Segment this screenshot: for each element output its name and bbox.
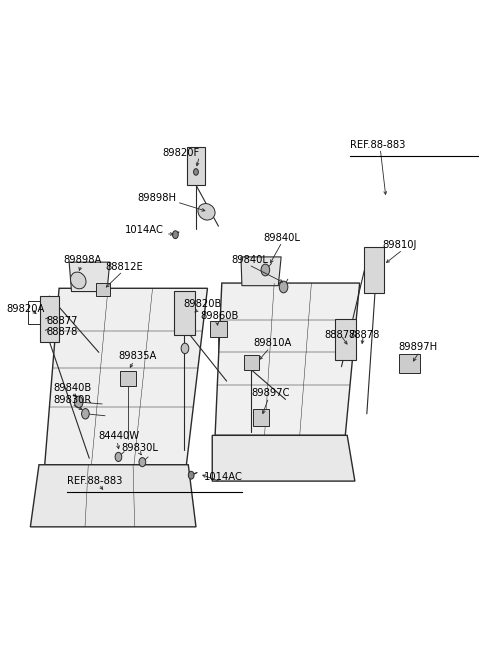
Circle shape (115, 453, 122, 462)
Text: 89820F: 89820F (162, 147, 199, 158)
Text: 1014AC: 1014AC (124, 225, 163, 234)
Text: 88812E: 88812E (105, 262, 143, 272)
Polygon shape (30, 465, 196, 527)
Text: 89897C: 89897C (252, 388, 290, 398)
Text: 89830R: 89830R (53, 394, 92, 405)
Bar (335, 319, 356, 360)
Circle shape (139, 458, 146, 467)
Bar (364, 247, 384, 293)
Text: 89860B: 89860B (201, 311, 239, 321)
Text: 89810J: 89810J (383, 240, 417, 250)
Circle shape (279, 281, 288, 293)
Ellipse shape (198, 204, 215, 220)
Polygon shape (215, 283, 360, 436)
Polygon shape (69, 262, 110, 291)
Bar (399, 354, 420, 373)
Polygon shape (212, 436, 355, 481)
Text: 89898H: 89898H (138, 193, 177, 203)
Polygon shape (241, 257, 281, 286)
Bar (187, 147, 204, 185)
Circle shape (261, 264, 270, 276)
Text: 84440W: 84440W (99, 431, 140, 441)
Text: 88878: 88878 (46, 327, 78, 337)
Polygon shape (45, 288, 207, 465)
Circle shape (193, 169, 198, 175)
Text: 89820B: 89820B (183, 299, 222, 309)
Text: 1014AC: 1014AC (204, 472, 242, 482)
Bar (120, 371, 136, 386)
Circle shape (82, 409, 89, 419)
Bar (253, 409, 269, 426)
Text: 89840L: 89840L (231, 255, 268, 265)
Bar (96, 283, 110, 296)
Text: 89835A: 89835A (118, 352, 156, 362)
Text: REF.88-883: REF.88-883 (67, 476, 122, 485)
Text: 89820A: 89820A (6, 304, 45, 314)
Text: 89898A: 89898A (63, 255, 101, 265)
Ellipse shape (71, 272, 86, 289)
Text: 89810A: 89810A (253, 339, 292, 348)
Text: 89897H: 89897H (398, 343, 437, 352)
Text: 89840L: 89840L (263, 233, 300, 242)
Circle shape (188, 472, 194, 479)
Bar (210, 321, 227, 337)
Bar (174, 291, 194, 335)
Text: REF.88-883: REF.88-883 (350, 140, 406, 150)
Text: 89830L: 89830L (122, 443, 159, 453)
Text: 89840B: 89840B (53, 383, 92, 393)
Bar (40, 296, 59, 342)
Circle shape (172, 231, 178, 238)
Text: 88877: 88877 (324, 330, 356, 341)
Bar (244, 355, 259, 370)
Text: 88877: 88877 (46, 316, 78, 326)
Circle shape (74, 396, 83, 408)
Text: 88878: 88878 (348, 330, 380, 341)
Circle shape (181, 343, 189, 354)
